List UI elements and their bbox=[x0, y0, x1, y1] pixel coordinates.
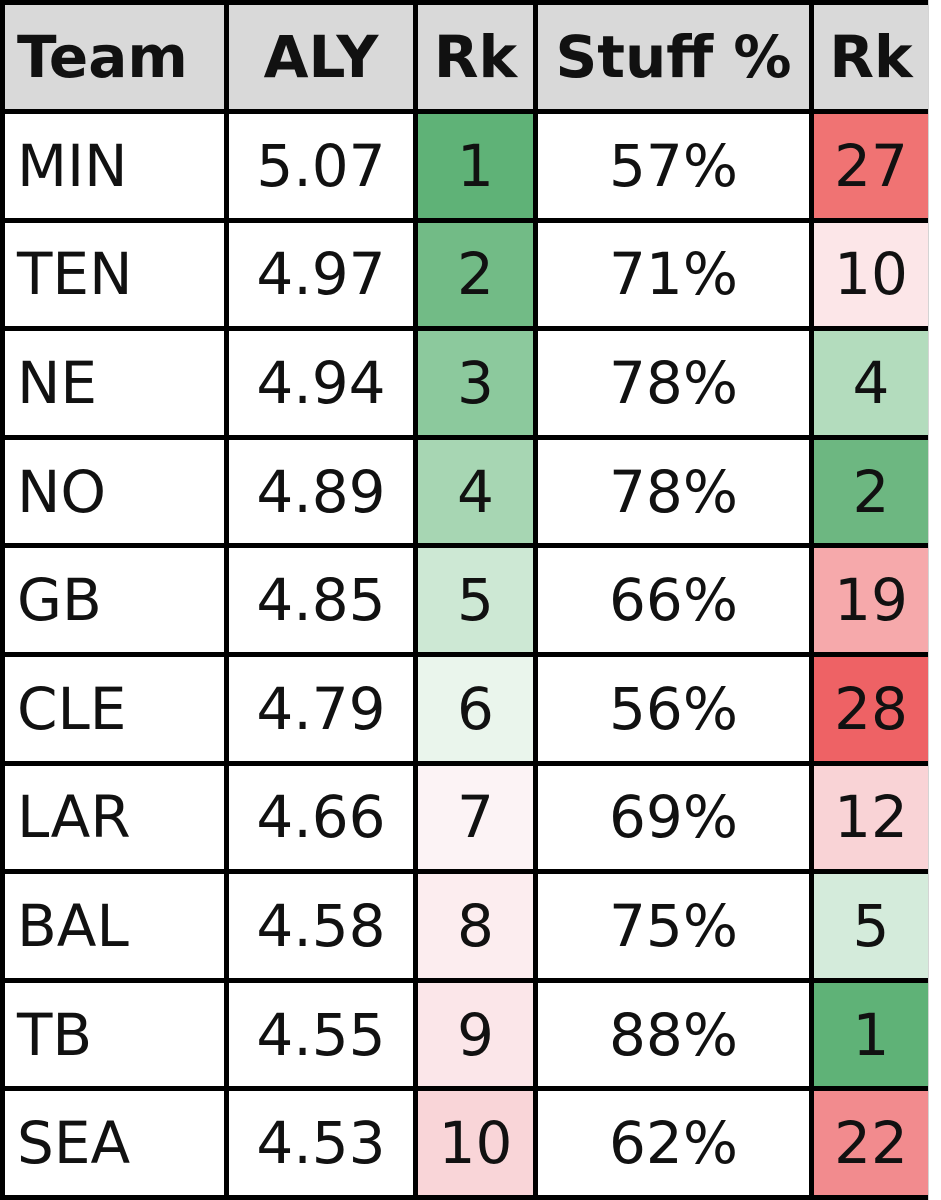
team-cell[interactable]: LAR bbox=[0, 760, 229, 875]
table-row: GB 4.85 5 66% 19 bbox=[0, 543, 933, 657]
header-aly[interactable]: ALY bbox=[224, 0, 418, 114]
stuff-pct-cell[interactable]: 62% bbox=[533, 1086, 814, 1200]
stuff-rank-cell-value: 27 bbox=[816, 116, 926, 216]
stuff-rank-cell[interactable]: 27 bbox=[809, 109, 933, 223]
header-row: Team ALY Rk Stuff % Rk bbox=[0, 0, 933, 114]
aly-rank-cell-value: 7 bbox=[420, 768, 531, 867]
team-cell[interactable]: TB bbox=[0, 977, 229, 1092]
table-row: SEA 4.53 10 62% 22 bbox=[0, 1086, 933, 1200]
team-cell[interactable]: MIN bbox=[0, 109, 229, 223]
stuff-pct-cell[interactable]: 66% bbox=[533, 543, 814, 657]
team-cell[interactable]: TEN bbox=[0, 217, 229, 332]
stuff-rank-cell[interactable]: 22 bbox=[809, 1086, 933, 1200]
aly-rank-cell-value: 2 bbox=[420, 225, 531, 324]
team-cell[interactable]: SEA bbox=[0, 1086, 229, 1200]
table-row: LAR 4.66 7 69% 12 bbox=[0, 760, 933, 875]
table-body: MIN 5.07 1 57% 27 TEN 4.97 2 71% 10 NE 4.94 3 78% 4 NO 4… bbox=[0, 109, 933, 1200]
aly-cell[interactable]: 4.94 bbox=[224, 326, 418, 440]
aly-rank-cell[interactable]: 6 bbox=[413, 651, 538, 766]
aly-rank-cell-value: 6 bbox=[420, 659, 531, 759]
stuff-pct-cell[interactable]: 88% bbox=[533, 977, 814, 1092]
aly-rank-cell[interactable]: 2 bbox=[413, 217, 538, 332]
stuff-pct-cell[interactable]: 71% bbox=[533, 217, 814, 332]
aly-cell[interactable]: 4.79 bbox=[224, 651, 418, 766]
stuff-rank-cell-value: 5 bbox=[816, 876, 926, 976]
aly-rank-cell-value: 10 bbox=[420, 1093, 531, 1193]
stuff-pct-cell[interactable]: 78% bbox=[533, 434, 814, 549]
aly-rank-cell-value: 8 bbox=[420, 876, 531, 976]
aly-cell[interactable]: 4.55 bbox=[224, 977, 418, 1092]
table-row: MIN 5.07 1 57% 27 bbox=[0, 109, 933, 223]
team-cell[interactable]: GB bbox=[0, 543, 229, 657]
stuff-rank-cell-value: 22 bbox=[816, 1093, 926, 1193]
aly-rank-cell-value: 1 bbox=[420, 116, 531, 216]
stuff-pct-cell[interactable]: 69% bbox=[533, 760, 814, 875]
stuff-rank-cell[interactable]: 2 bbox=[809, 434, 933, 549]
stuff-rank-cell[interactable]: 1 bbox=[809, 977, 933, 1092]
stuff-rank-cell-value: 4 bbox=[816, 333, 926, 433]
aly-rank-cell[interactable]: 4 bbox=[413, 434, 538, 549]
header-aly-rank[interactable]: Rk bbox=[413, 0, 538, 114]
table-row: NO 4.89 4 78% 2 bbox=[0, 434, 933, 549]
aly-rank-cell[interactable]: 7 bbox=[413, 760, 538, 875]
header-team[interactable]: Team bbox=[0, 0, 229, 114]
team-cell[interactable]: CLE bbox=[0, 651, 229, 766]
aly-rank-cell-value: 9 bbox=[420, 985, 531, 1084]
table-row: TB 4.55 9 88% 1 bbox=[0, 977, 933, 1092]
aly-cell[interactable]: 4.85 bbox=[224, 543, 418, 657]
stuff-rank-cell[interactable]: 5 bbox=[809, 869, 933, 983]
aly-cell[interactable]: 4.66 bbox=[224, 760, 418, 875]
stuff-rank-cell-value: 2 bbox=[816, 442, 926, 541]
header-stuff-pct[interactable]: Stuff % bbox=[533, 0, 814, 114]
table-row: TEN 4.97 2 71% 10 bbox=[0, 217, 933, 332]
aly-rank-cell[interactable]: 3 bbox=[413, 326, 538, 440]
table-row: NE 4.94 3 78% 4 bbox=[0, 326, 933, 440]
stuff-rank-cell-value: 1 bbox=[816, 985, 926, 1084]
stuff-rank-cell-value: 12 bbox=[816, 768, 926, 867]
stuff-rank-cell[interactable]: 28 bbox=[809, 651, 933, 766]
aly-cell[interactable]: 5.07 bbox=[224, 109, 418, 223]
stuff-rank-cell[interactable]: 12 bbox=[809, 760, 933, 875]
team-cell[interactable]: NE bbox=[0, 326, 229, 440]
stuff-pct-cell[interactable]: 78% bbox=[533, 326, 814, 440]
aly-cell[interactable]: 4.58 bbox=[224, 869, 418, 983]
team-cell[interactable]: NO bbox=[0, 434, 229, 549]
stuff-pct-cell[interactable]: 57% bbox=[533, 109, 814, 223]
table-row: BAL 4.58 8 75% 5 bbox=[0, 869, 933, 983]
stuff-rank-cell[interactable]: 4 bbox=[809, 326, 933, 440]
aly-cell[interactable]: 4.89 bbox=[224, 434, 418, 549]
stuff-pct-cell[interactable]: 75% bbox=[533, 869, 814, 983]
aly-rank-cell[interactable]: 10 bbox=[413, 1086, 538, 1200]
stuff-rank-cell[interactable]: 10 bbox=[809, 217, 933, 332]
aly-rank-cell[interactable]: 9 bbox=[413, 977, 538, 1092]
aly-rank-cell[interactable]: 1 bbox=[413, 109, 538, 223]
header-stuff-rank[interactable]: Rk bbox=[809, 0, 933, 114]
aly-rank-cell-value: 4 bbox=[420, 442, 531, 541]
aly-rank-cell-value: 3 bbox=[420, 333, 531, 433]
aly-cell[interactable]: 4.53 bbox=[224, 1086, 418, 1200]
stuff-rank-cell-value: 28 bbox=[816, 659, 926, 759]
aly-rank-cell[interactable]: 8 bbox=[413, 869, 538, 983]
stuff-rank-cell-value: 10 bbox=[816, 225, 926, 324]
stuff-pct-cell[interactable]: 56% bbox=[533, 651, 814, 766]
aly-rank-cell-value: 5 bbox=[420, 550, 531, 650]
team-cell[interactable]: BAL bbox=[0, 869, 229, 983]
next-column-edge bbox=[928, 0, 941, 1200]
stuff-rank-cell[interactable]: 19 bbox=[809, 543, 933, 657]
aly-cell[interactable]: 4.97 bbox=[224, 217, 418, 332]
table-row: CLE 4.79 6 56% 28 bbox=[0, 651, 933, 766]
stuff-rank-cell-value: 19 bbox=[816, 550, 926, 650]
aly-rank-cell[interactable]: 5 bbox=[413, 543, 538, 657]
